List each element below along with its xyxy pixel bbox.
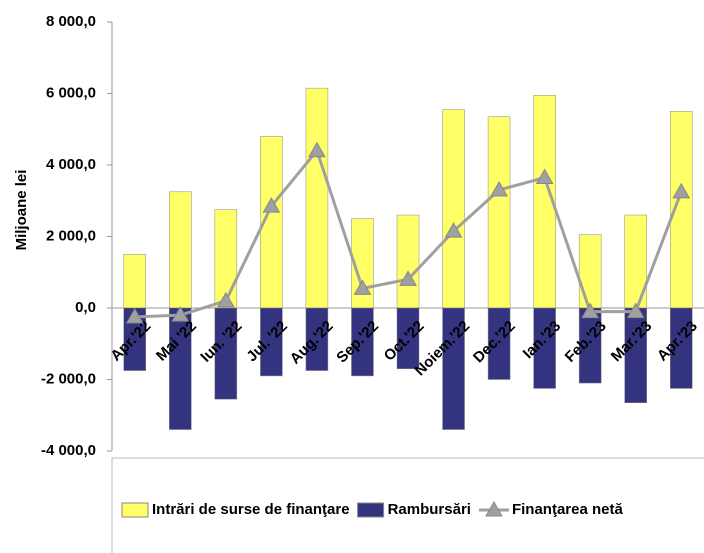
bar	[123, 254, 147, 309]
bar	[396, 307, 420, 370]
bar	[351, 307, 374, 377]
y-tick-label: -4 000,0	[41, 442, 96, 459]
legend-swatch	[121, 502, 149, 518]
y-tick-label: 2 000,0	[46, 227, 96, 244]
y-axis-label: Miljoane lei	[13, 170, 30, 251]
bar	[260, 307, 283, 377]
bar	[305, 87, 329, 309]
marker	[262, 197, 281, 213]
y-tick-label: 0,0	[75, 299, 96, 316]
bar	[396, 214, 420, 309]
bar	[169, 191, 192, 309]
bar	[214, 307, 238, 400]
marker	[581, 302, 600, 319]
legend-label: Intrări de surse de finanţare	[152, 501, 350, 518]
bar	[305, 307, 329, 371]
bar	[442, 109, 465, 309]
legend-label: Finanţarea netă	[512, 501, 624, 518]
marker	[626, 302, 645, 319]
marker	[308, 141, 326, 158]
legend-label: Rambursări	[388, 501, 471, 518]
y-tick-label: 6 000,0	[46, 84, 96, 101]
marker	[490, 181, 508, 197]
bar	[578, 234, 602, 309]
marker	[353, 279, 372, 295]
bar	[487, 307, 511, 380]
marker	[125, 307, 144, 324]
legend-swatch	[357, 502, 385, 518]
y-tick-label: 4 000,0	[46, 156, 96, 173]
y-tick-label: -2 000,0	[41, 370, 96, 387]
bar	[442, 307, 465, 430]
marker	[171, 306, 190, 322]
marker	[444, 222, 463, 238]
legend-marker	[485, 500, 503, 517]
marker	[216, 291, 235, 308]
legend-box	[111, 457, 704, 553]
bar	[487, 116, 511, 309]
bar	[533, 307, 556, 389]
bar	[669, 307, 693, 389]
y-tick-label: 8 000,0	[46, 13, 96, 30]
marker	[535, 168, 554, 185]
marker	[672, 182, 691, 199]
marker	[399, 270, 417, 286]
